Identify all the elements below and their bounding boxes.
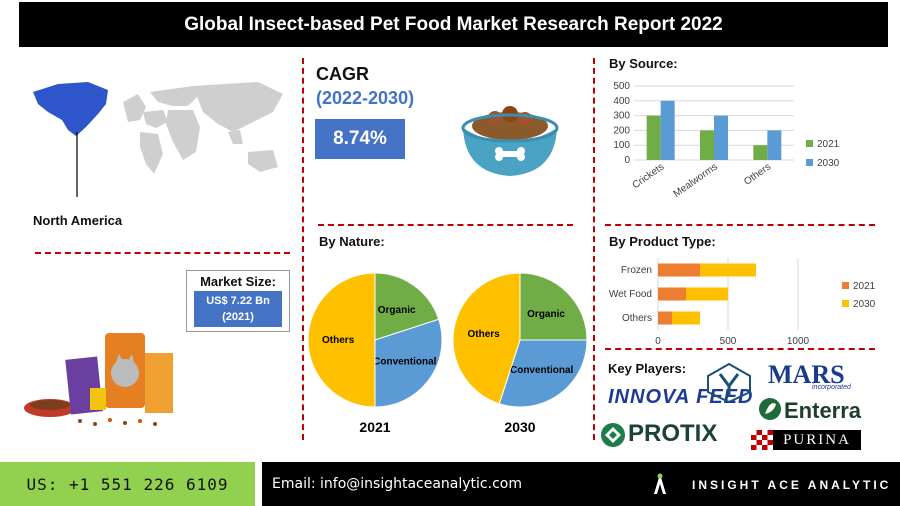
by-source-bar-chart: 0 100 200 300 400 500 Crickets Mealworms Others 2… [613,81,840,200]
map-greenland [123,94,146,122]
bar-2021-frozen [658,263,700,277]
by-source-heading: By Source: [609,56,678,71]
divider-cagr [318,224,573,226]
protix-icon [601,423,625,447]
x-tick-label: 1000 [787,336,810,347]
x-tick-label: 0 [655,336,661,347]
divider-left [302,58,304,440]
x-tick-label: Crickets [630,161,666,191]
bar-2021-others [753,145,768,160]
legend-swatch-2021 [806,140,813,147]
pie-slice-2030-organic [519,272,588,341]
map-africa [166,110,200,160]
market-size-value: US$ 7.22 Bn [206,295,270,307]
footer-email[interactable]: Email: info@insightaceanalytic.com [272,476,522,492]
by-nature-heading: By Nature: [319,234,385,249]
logo-mars: MARS [768,360,845,389]
y-tick-label: 0 [624,155,630,166]
footer-contact-bar: Email: info@insightaceanalytic.com INSIG… [262,462,900,506]
pie-slice-2021-others [307,272,376,408]
by-product-heading: By Product Type: [609,234,716,249]
region-label: North America [33,213,123,228]
bar-2030-frozen [700,263,756,277]
y-tick-label: Others [622,313,652,324]
cagr-heading: CAGR [316,64,369,84]
pie-label-organic: Organic [378,305,416,316]
bar-2030-crickets [660,100,675,160]
bar-2021-mealworms [700,130,714,160]
divider-region [35,252,290,254]
map-europe [150,86,198,106]
phone-number[interactable]: US: +1 551 226 6109 [26,474,229,494]
x-tick-label: Mealworms [672,161,720,199]
legend-swatch-2021 [842,282,849,289]
legend-swatch-2030 [842,300,849,307]
bar-2030-mealworms [714,115,728,160]
logo-enterra: Enterra [784,398,862,423]
legend-label-2030: 2030 [817,158,840,169]
by-product-bar-chart: 0 500 1000 Frozen Wet Food Others 2021 2030 [609,258,876,347]
y-tick-label: Frozen [621,265,652,276]
logo-protix: PROTIX [628,420,718,447]
brand-logo-icon [654,473,666,494]
divider-source [605,224,875,226]
key-players-heading: Key Players: [608,361,687,376]
cagr-period: (2022-2030) [316,88,415,108]
y-tick-label: 200 [613,125,630,136]
pie-label-others: Others [467,329,500,340]
bar-2021-others [658,311,672,325]
legend-swatch-2030 [806,159,813,166]
logo-purina: PURINA [773,430,861,450]
bar-2030-others [672,311,700,325]
divider-product [605,348,875,350]
purina-checkerboard-icon [751,430,773,450]
divider-right [593,58,595,440]
y-tick-label: 100 [613,140,630,151]
pie-slice-2030-conventional [498,339,588,408]
bar-2030-others [767,130,782,160]
map-asia [193,82,283,132]
footer-phone[interactable]: US: +1 551 226 6109 [0,462,255,506]
y-tick-label: 400 [613,96,630,107]
report-title: Global Insect-based Pet Food Market Rese… [19,2,888,47]
logo-mars-sub: incorporated [812,384,851,391]
legend-label-2021: 2021 [817,139,840,150]
x-tick-label: 500 [720,336,737,347]
pie-slice-2021-organic [374,272,440,341]
map-australia [248,150,278,172]
footer-brand: INSIGHT ACE ANALYTIC [692,478,892,492]
market-size-heading: Market Size: [200,274,276,289]
pie-label-conventional: Conventional [373,357,437,368]
market-size-year: (2021) [222,311,254,323]
logo-innova-feed: INNOVA FEED [608,386,754,408]
legend-label-2030: 2030 [853,299,876,310]
legend-label-2021: 2021 [853,281,876,292]
pie-caption: 2021 [359,419,390,435]
bar-2021-crickets [646,115,661,160]
pie-label-conventional: Conventional [510,365,574,376]
x-tick-label: Others [742,161,773,187]
market-size-box: Market Size: US$ 7.22 Bn (2021) [186,270,290,332]
cagr-value: 8.74% [333,128,387,149]
map-north-america [33,82,108,136]
by-nature-pie-charts: Organic Conventional Others 2021 Organic Conv… [307,272,588,435]
pet-bowl-illustration [461,106,559,176]
logo-y-icon [707,362,751,404]
pie-label-organic: Organic [527,309,565,320]
pet-food-illustration [24,333,173,426]
pie-slice-2030-others [452,272,521,405]
pie-label-others: Others [322,335,355,346]
y-tick-label: Wet Food [609,289,652,300]
bar-2021-wet-food [658,287,686,301]
cagr-value-box: 8.74% [315,119,405,159]
world-map [33,82,283,197]
y-tick-label: 500 [613,81,630,92]
enterra-leaf-icon [759,398,781,420]
map-south-america [140,132,163,174]
pie-slice-2021-conventional [374,318,443,408]
y-tick-label: 300 [613,111,630,122]
pie-caption: 2030 [504,419,535,435]
market-size-value-box: US$ 7.22 Bn (2021) [194,291,282,327]
bar-2030-wet-food [686,287,728,301]
